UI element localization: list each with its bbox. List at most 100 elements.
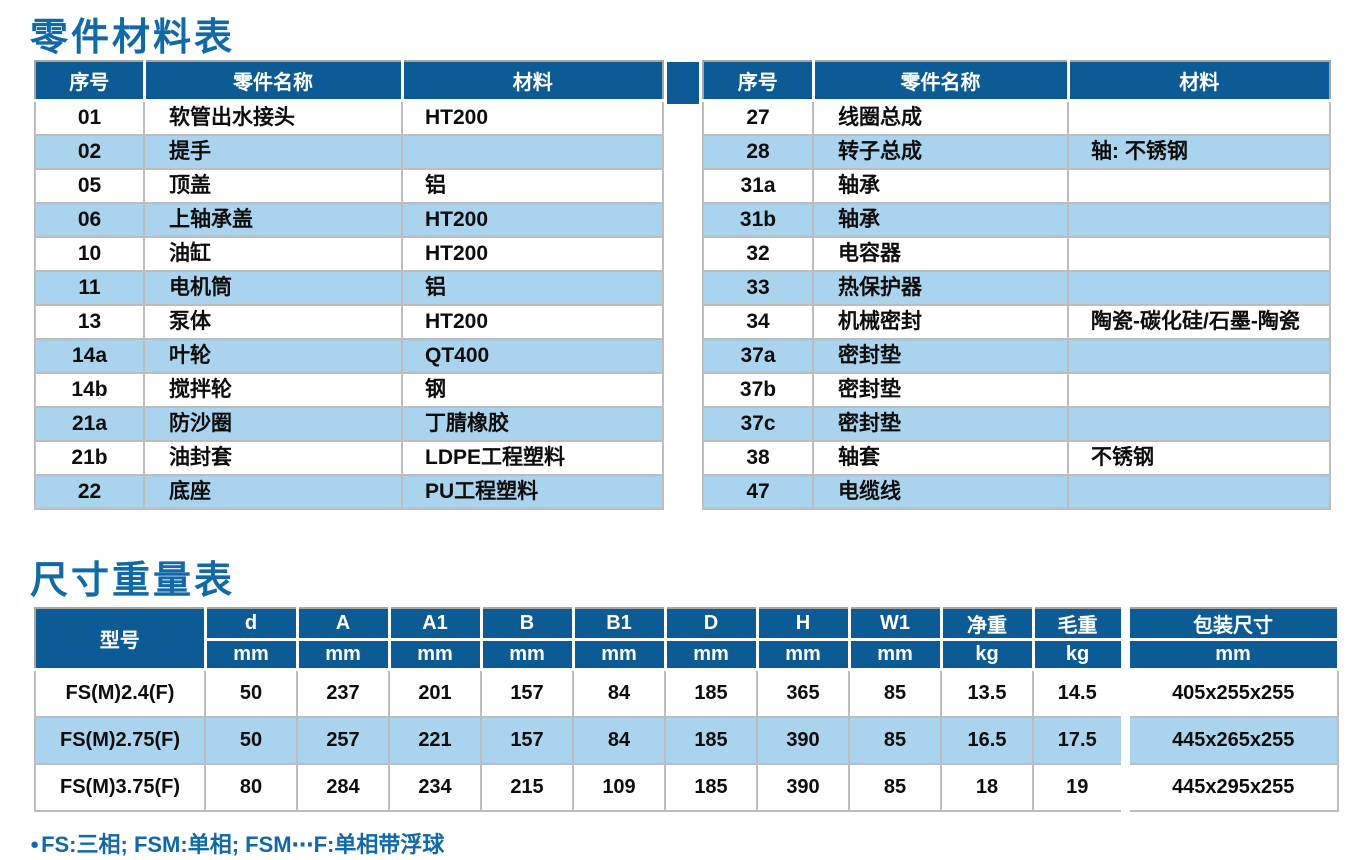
model-cell: FS(M)3.75(F)	[34, 763, 206, 812]
value-cell: 445x265x255	[1120, 716, 1339, 765]
part-material-cell: LDPE工程塑料	[401, 440, 664, 476]
dims-column-unit: kg	[939, 638, 1035, 671]
dims-header-labels-row: 型号 d A A1 B B1 D H W1 净重 毛重 包装尺寸	[34, 607, 1340, 671]
table-row: 06 上轴承盖 HT200	[34, 202, 664, 238]
part-material-cell: 钢	[401, 372, 664, 408]
table-row: 37c 密封垫	[702, 406, 1331, 442]
part-material-cell	[1067, 270, 1331, 306]
dims-column-unit: mm	[479, 638, 575, 671]
part-name-cell: 轴套	[812, 440, 1069, 476]
table-row: 31b 轴承	[702, 202, 1331, 238]
table-row: 14b 搅拌轮钢	[34, 372, 664, 408]
parts-right-body: 27 线圈总成 28 转子总成 轴: 不锈钢 31a 轴承 31b 轴承 32 电容器 33 热保护器 3…	[702, 99, 1331, 510]
model-cell: FS(M)2.4(F)	[34, 668, 206, 718]
table-row: 34 机械密封 陶瓷-碳化硅/石墨-陶瓷	[702, 304, 1331, 340]
table-row: 10 油缸 HT200	[34, 236, 664, 272]
part-index-cell: 38	[702, 440, 814, 476]
table-row: 21b 油封套 LDPE工程塑料	[34, 440, 664, 476]
value-cell: 157	[480, 668, 574, 718]
table-row: 31a 轴承	[702, 168, 1331, 204]
value-cell: 18	[940, 763, 1034, 812]
part-index-cell: 21b	[34, 440, 145, 476]
column-header-index: 序号	[702, 60, 815, 102]
part-material-cell: 铝	[401, 168, 664, 204]
part-index-cell: 31a	[702, 168, 814, 204]
table-row: 14a 叶轮 QT400	[34, 338, 664, 374]
part-index-cell: 13	[34, 304, 145, 340]
part-name-cell: 上轴承盖	[143, 202, 403, 238]
part-name-cell: 密封垫	[812, 372, 1069, 408]
dims-column-unit: kg	[1031, 638, 1127, 671]
value-cell: 201	[388, 668, 482, 718]
dims-table: 型号 d A A1 B B1 D H W1 净重 毛重 包装尺寸 mm mm mm mm mm mm mm mm k…	[34, 607, 1340, 812]
parts-right-header-row: 序号 零件名称 材料	[702, 60, 1331, 102]
part-material-cell	[401, 134, 664, 170]
value-cell: 185	[664, 716, 758, 765]
table-row: 01 软管出水接头 HT200	[34, 99, 664, 136]
part-index-cell: 10	[34, 236, 145, 272]
column-header-index: 序号	[34, 60, 146, 102]
dims-column-header: H	[755, 607, 851, 641]
part-name-cell: 底座	[143, 474, 403, 510]
part-material-cell: HT200	[401, 236, 664, 272]
part-index-cell: 14a	[34, 338, 145, 374]
dims-column-header: d	[203, 607, 299, 641]
part-material-cell	[1067, 168, 1331, 204]
part-index-cell: 05	[34, 168, 145, 204]
parts-left-body: 01 软管出水接头 HT200 02 提手 05 顶盖铝 06 上轴承盖 HT200 10 油缸 HT2…	[34, 99, 664, 510]
gap-header-cell	[664, 62, 702, 104]
column-header-part-name: 零件名称	[142, 60, 404, 102]
value-cell: 13.5	[940, 668, 1034, 718]
table-row: 28 转子总成 轴: 不锈钢	[702, 134, 1331, 170]
part-material-cell	[1067, 406, 1331, 442]
column-header-model: 型号	[34, 607, 207, 671]
part-material-cell: PU工程塑料	[401, 474, 664, 510]
table-row: 21a 防沙圈 丁腈橡胶	[34, 406, 664, 442]
bullet-icon: ●	[30, 836, 40, 853]
part-name-cell: 密封垫	[812, 338, 1069, 374]
dims-column-unit: mm	[387, 638, 483, 671]
table-row: 33 热保护器	[702, 270, 1331, 306]
part-material-cell: 不锈钢	[1067, 440, 1331, 476]
part-index-cell: 47	[702, 474, 814, 510]
part-index-cell: 14b	[34, 372, 145, 408]
part-name-cell: 搅拌轮	[143, 372, 403, 408]
footnote: ●FS:三相; FSM:单相; FSM⋯F:单相带浮球	[30, 827, 444, 859]
value-cell: 390	[756, 763, 850, 812]
part-name-cell: 机械密封	[812, 304, 1069, 340]
part-name-cell: 电缆线	[812, 474, 1069, 510]
table-row: 05 顶盖铝	[34, 168, 664, 204]
value-cell: 84	[572, 716, 666, 765]
part-material-cell	[1067, 372, 1331, 408]
part-name-cell: 提手	[143, 134, 403, 170]
part-name-cell: 电机筒	[143, 270, 403, 306]
value-cell: 157	[480, 716, 574, 765]
value-cell: 14.5	[1032, 668, 1126, 718]
table-row: FS(M)3.75(F) 80 284 234 215 109 185 390 85 18 19 44…	[34, 763, 1339, 812]
value-cell: 445x295x255	[1120, 763, 1339, 812]
part-index-cell: 37c	[702, 406, 814, 442]
dims-column-unit: mm	[295, 638, 391, 671]
parts-table-title: 零件材料表	[30, 17, 236, 59]
part-index-cell: 37a	[702, 338, 814, 374]
part-material-cell	[1067, 338, 1331, 374]
value-cell: 365	[756, 668, 850, 718]
value-cell: 185	[664, 668, 758, 718]
table-row: 37b 密封垫	[702, 372, 1331, 408]
part-material-cell	[1067, 236, 1331, 272]
dims-table-title: 尺寸重量表	[30, 560, 236, 602]
table-row: 32 电容器	[702, 236, 1331, 272]
part-index-cell: 11	[34, 270, 145, 306]
dims-header-units-row: mm mm mm mm mm mm mm mm kg kg mm	[35, 638, 1340, 671]
parts-table-right: 序号 零件名称 材料 27 线圈总成 28 转子总成 轴: 不锈钢 31a 轴承 31b 轴承 3…	[702, 60, 1331, 510]
part-name-cell: 泵体	[143, 304, 403, 340]
dims-column-unit: mm	[203, 638, 299, 671]
parts-tables-section: 序号 零件名称 材料 01 软管出水接头 HT200 02 提手 05 顶盖铝 06 上轴承盖 H…	[34, 60, 1331, 510]
value-cell: 50	[204, 668, 298, 718]
part-name-cell: 电容器	[812, 236, 1069, 272]
part-index-cell: 06	[34, 202, 145, 238]
part-material-cell: HT200	[401, 99, 664, 136]
table-row: 13 泵体 HT200	[34, 304, 664, 340]
dims-column-header: 包装尺寸	[1120, 607, 1340, 641]
